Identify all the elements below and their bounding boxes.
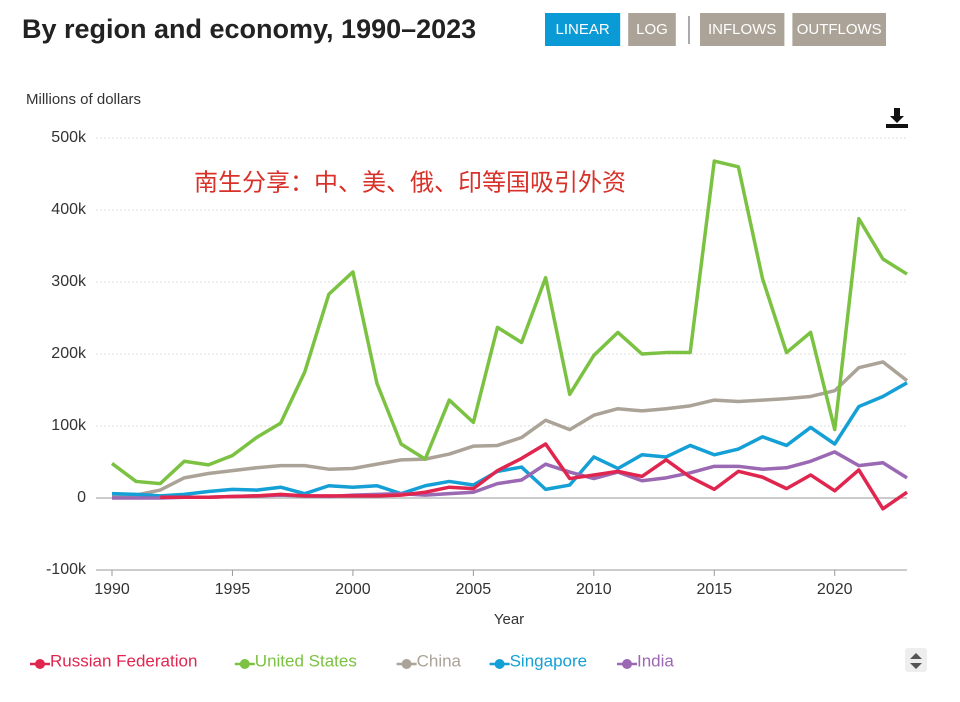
toggle-button-label[interactable]: LINEAR xyxy=(556,21,610,38)
x-tick-label: 2000 xyxy=(335,581,371,598)
legend-label[interactable]: Russian Federation xyxy=(50,651,197,670)
x-tick-label: 1995 xyxy=(215,581,251,598)
toggle-button-label[interactable]: INFLOWS xyxy=(708,21,776,38)
legend-label[interactable]: China xyxy=(417,651,462,670)
series-line xyxy=(111,381,908,498)
y-tick-label: 100k xyxy=(51,417,87,434)
legend-marker[interactable] xyxy=(35,659,45,669)
toggle-button[interactable] xyxy=(545,13,621,46)
y-tick-label: -100k xyxy=(46,561,87,578)
toggle-button-label[interactable]: LOG xyxy=(636,21,668,38)
x-tick-label: 2010 xyxy=(576,581,612,598)
legend-marker[interactable] xyxy=(401,659,412,669)
toggle-button[interactable] xyxy=(792,13,886,46)
x-tick-label: 2005 xyxy=(456,581,492,598)
series-line xyxy=(110,159,908,486)
legend-marker[interactable] xyxy=(239,659,250,669)
y-tick-label: 300k xyxy=(51,273,87,290)
y-tick-label: 400k xyxy=(51,201,87,218)
x-tick-label: 1990 xyxy=(94,581,130,598)
legend-marker[interactable] xyxy=(622,659,632,669)
toggle-button-label[interactable]: OUTFLOWS xyxy=(797,21,882,38)
scroll-control[interactable] xyxy=(905,648,927,672)
toggle-button[interactable] xyxy=(628,13,676,46)
series-line xyxy=(111,360,909,498)
chart-title: By region and economy, 1990–2023 xyxy=(22,14,476,44)
legend-label[interactable]: India xyxy=(637,651,674,670)
legend-label[interactable]: Singapore xyxy=(510,651,588,670)
x-axis-label: Year xyxy=(494,611,524,628)
download-icon[interactable] xyxy=(886,108,908,128)
y-axis-label: Millions of dollars xyxy=(26,91,141,108)
legend-label[interactable]: United States xyxy=(255,651,357,670)
y-tick-label: 500k xyxy=(51,129,87,146)
x-tick-label: 2020 xyxy=(817,581,853,598)
y-tick-label: 200k xyxy=(51,345,87,362)
y-tick-label: 0 xyxy=(77,489,86,506)
legend-marker[interactable] xyxy=(494,659,505,669)
annotation: 南生分享：中、美、俄、印等国吸引外资 xyxy=(194,169,626,196)
x-tick-label: 2015 xyxy=(696,581,732,598)
series-line xyxy=(160,442,908,511)
toggle-button[interactable] xyxy=(700,13,785,46)
